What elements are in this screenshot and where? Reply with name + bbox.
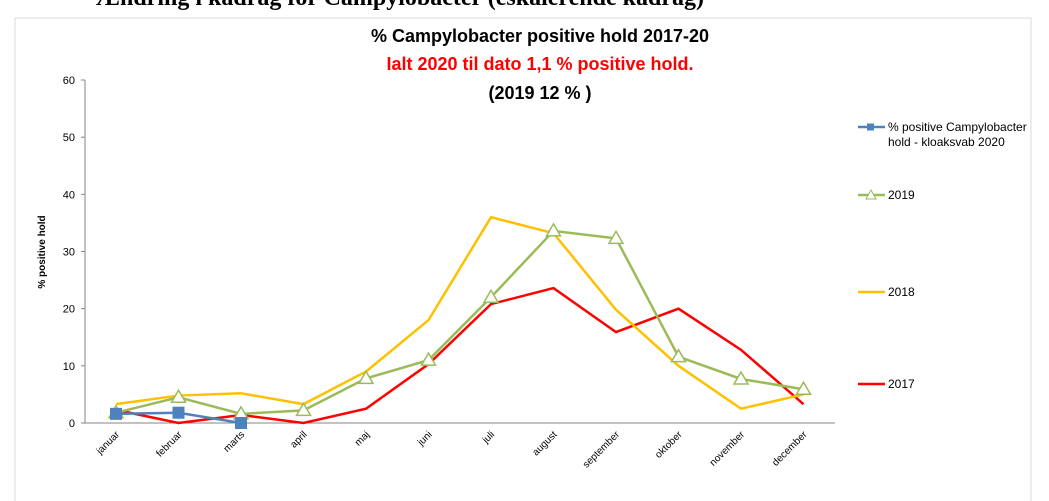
marker bbox=[420, 351, 437, 366]
legend-marker bbox=[867, 123, 874, 131]
annotation: (2019 12 % ) bbox=[488, 83, 591, 103]
y-tick-label: 40 bbox=[63, 189, 75, 201]
chart-title: % Campylobacter positive hold 2017-20 bbox=[371, 26, 709, 46]
legend-marker bbox=[865, 188, 877, 200]
series-line bbox=[115, 286, 805, 425]
series-line bbox=[115, 215, 804, 411]
marker bbox=[670, 348, 687, 363]
series-line bbox=[115, 229, 804, 416]
y-tick-label: 20 bbox=[63, 304, 75, 316]
marker bbox=[357, 369, 375, 385]
legend-label: % positive Campylobacter hold - kloaksva… bbox=[888, 120, 1027, 149]
chart-subtitle: Ialt 2020 til dato 1,1 % positive hold. bbox=[386, 54, 693, 74]
marker bbox=[795, 380, 812, 396]
marker bbox=[172, 406, 185, 419]
legend-label: 2017 bbox=[888, 377, 915, 391]
marker bbox=[110, 407, 122, 420]
legend-label: 2019 bbox=[888, 188, 915, 202]
marker bbox=[545, 222, 562, 237]
y-tick-label: 60 bbox=[63, 75, 75, 87]
y-tick-label: 50 bbox=[63, 132, 75, 144]
chart-frame bbox=[14, 17, 1032, 501]
marker bbox=[482, 288, 500, 303]
y-tick-label: 0 bbox=[69, 418, 75, 430]
marker bbox=[607, 229, 625, 245]
marker bbox=[732, 370, 750, 385]
y-tick-label: 10 bbox=[63, 361, 75, 373]
y-tick-label: 30 bbox=[63, 247, 75, 259]
legend-label: 2018 bbox=[888, 285, 915, 299]
marker bbox=[295, 401, 312, 417]
marker bbox=[235, 417, 247, 429]
marker bbox=[170, 388, 187, 404]
y-axis-label: % positive hold bbox=[37, 215, 48, 288]
page-header: Ændring i kadrag for Campylobacter (eska… bbox=[96, 0, 704, 11]
